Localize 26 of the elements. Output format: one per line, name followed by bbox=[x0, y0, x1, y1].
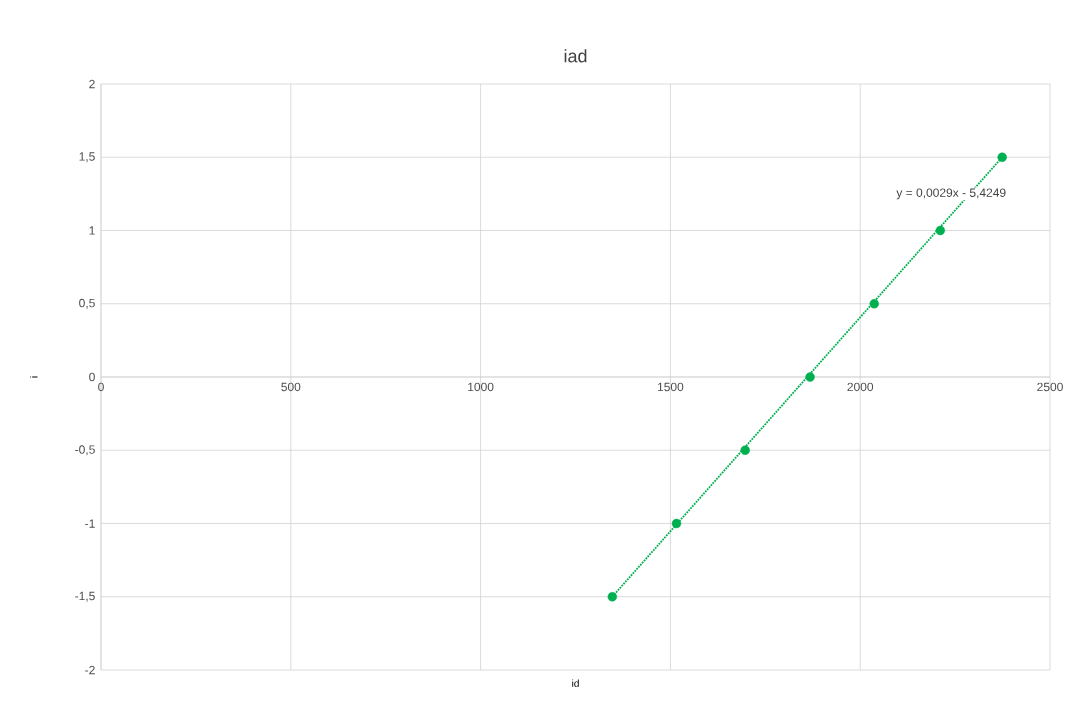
point bbox=[997, 152, 1007, 162]
y-tick-label: 1,5 bbox=[79, 152, 95, 163]
y-axis-title: i bbox=[30, 376, 38, 378]
x-tick-label: 500 bbox=[281, 382, 301, 392]
point bbox=[935, 225, 945, 236]
annotation: y = 0,0029x - 5,4249 bbox=[896, 188, 1006, 200]
x-tick-label: 2500 bbox=[1037, 382, 1063, 392]
x-tick-label: 0 bbox=[98, 382, 104, 392]
x-tick-label: 2000 bbox=[847, 382, 874, 392]
y-tick-label: 1 bbox=[89, 226, 95, 235]
y-tick-label: -1 bbox=[85, 519, 95, 528]
y-tick-label: 2 bbox=[89, 79, 95, 89]
y-tick-label: -0,5 bbox=[75, 445, 95, 456]
y-tick-label: -1,5 bbox=[75, 591, 95, 602]
x-tick-label: 1000 bbox=[468, 382, 494, 392]
x-tick-label: 1500 bbox=[657, 382, 684, 392]
y-tick-label: 0,5 bbox=[79, 298, 95, 309]
point bbox=[607, 592, 618, 602]
point bbox=[805, 372, 815, 382]
y-tick-label: -2 bbox=[85, 665, 95, 675]
point bbox=[671, 518, 682, 529]
point bbox=[869, 299, 879, 309]
chart-title: iad bbox=[564, 49, 587, 63]
x-axis-title: id bbox=[572, 679, 579, 687]
y-tick-label: 0 bbox=[89, 372, 95, 382]
point bbox=[740, 445, 750, 455]
